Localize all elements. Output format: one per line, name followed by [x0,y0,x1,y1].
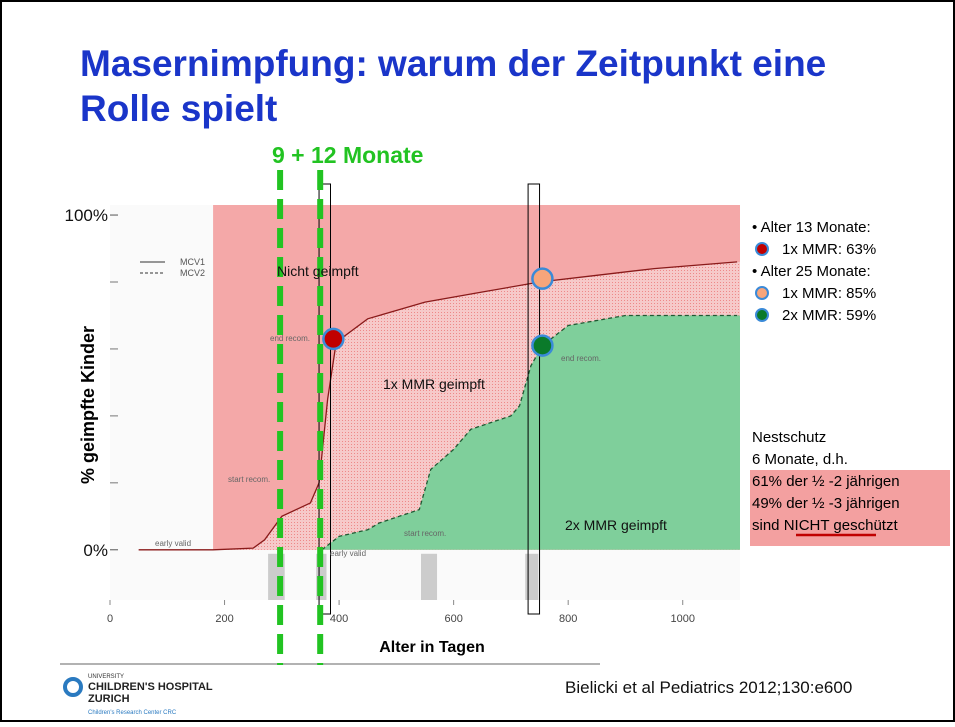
citation: Bielicki et al Pediatrics 2012;130:e600 [565,678,852,697]
bullet-dot [755,308,769,322]
marker [531,267,554,290]
highlight-box [527,183,541,615]
x-axis-label: Alter in Tagen [379,639,485,656]
annotation: 2x MMR geimpft [565,517,667,533]
logo-text: CHILDREN'S HOSPITAL [88,681,213,693]
x-tick-label: 600 [444,613,462,625]
title: Masernimpfung: warum der Zeitpunkt eine [80,43,826,84]
annotation: start recom. [404,529,446,538]
highlight-box [318,183,331,615]
sidebar-text: 2x MMR: 59% [782,307,876,324]
window-bar [420,553,438,600]
sidebar-text: • Alter 25 Monate: [752,263,871,280]
annotation: end recom. [561,354,601,363]
logo-icon [63,677,83,697]
annotation: end recom. [270,334,310,343]
sidebar-text: 1x MMR: 85% [782,285,876,302]
marker [531,334,554,357]
bullet-dot [755,286,769,300]
series-line [138,261,738,551]
nest-text: 6 Monate, d.h. [752,451,848,468]
highlight-part: NICHT [784,517,830,534]
x-tick-label: 0 [107,613,113,625]
annotation: early valid [330,549,366,558]
annotation: early valid [155,539,191,548]
y-tick-label: 0% [83,541,108,560]
highlight-bg [750,470,950,546]
logo-text: UNIVERSITY [88,674,124,680]
annotation: start recom. [228,475,270,484]
x-tick-label: 400 [330,613,348,625]
legend-label: MCV1 [180,257,205,267]
sidebar-text: 1x MMR: 63% [782,241,876,258]
logo-text: ZURICH [88,693,130,705]
two-dose-area [321,315,740,550]
legend-label: MCV2 [180,268,205,278]
highlight-text: 61% der ½ -2 jährigen [752,473,900,490]
logo-text: Children's Research Center CRC [88,710,177,716]
marker [322,327,345,351]
bullet-dot [755,242,769,256]
x-tick-label: 800 [559,613,577,625]
y-tick-label: 100% [65,206,108,225]
x-tick-label: 200 [215,613,233,625]
subtitle: 9 + 12 Monate [272,142,423,168]
window-bar [525,553,539,600]
highlight-part: sind [752,517,784,534]
highlight-text: sind NICHT geschützt [752,517,898,534]
series-line [321,314,738,551]
highlight-part: geschützt [829,517,898,534]
sidebar: • Alter 13 Monate: 1x MMR: 63% • Alter 25 … [750,219,950,546]
y-axis-label: % geimpfte Kinder [78,326,98,484]
highlight-text: 49% der ½ -3 jährigen [752,495,900,512]
x-tick-label: 1000 [670,613,694,625]
title: Rolle spielt [80,88,277,129]
annotation: 1x MMR geimpft [383,376,485,392]
annotation: Nicht geimpft [277,263,359,279]
nest-text: Nestschutz [752,429,826,446]
chart: 0 200 400 600 800 1000 0% 100% Alter in Tagen % g… [65,170,741,665]
sidebar-text: • Alter 13 Monate: [752,219,871,236]
